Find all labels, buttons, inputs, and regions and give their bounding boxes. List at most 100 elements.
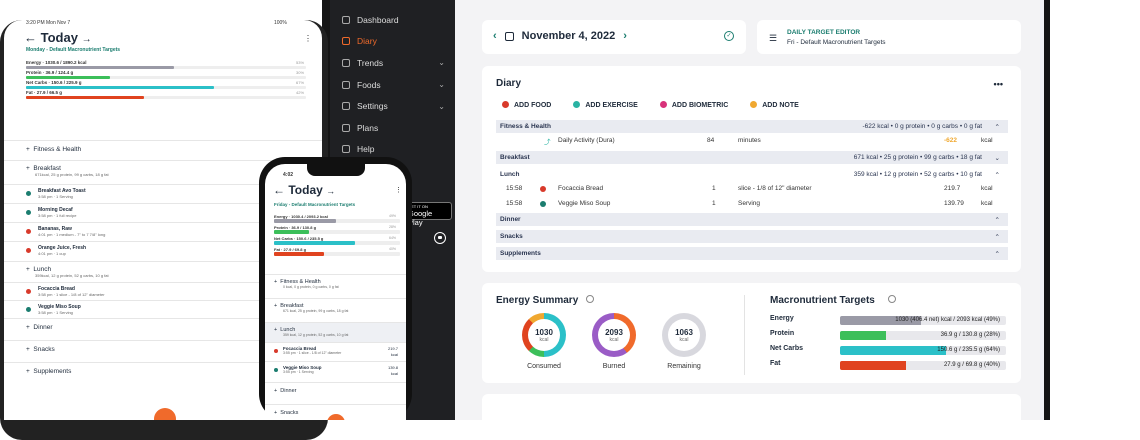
sidebar-item-help[interactable]: Help — [330, 139, 455, 161]
energy-ring-burned: 2093 kcal — [592, 313, 636, 357]
sidebar-item-foods[interactable]: Foods ⌄ — [330, 74, 455, 96]
chevron-up-icon: ⌃ — [994, 171, 1000, 179]
date-card: ‹ November 4, 2022 › ✓ — [482, 20, 746, 54]
menu-icon: ☰ — [769, 33, 778, 43]
trends-icon — [342, 58, 350, 67]
back-icon[interactable]: ← — [273, 183, 285, 197]
list-item[interactable]: Focaccia Bread 3:55 pm · 1 slice - 1/8 of… — [265, 342, 406, 361]
phone-screen: 4:02 ← Today → ⋮ Friday - Default Macron… — [265, 164, 406, 420]
phone-fitness[interactable]: + Fitness & Health 0 kcal, 0 g protein, 0… — [265, 274, 406, 296]
food-icon — [540, 185, 546, 192]
sidebar-item-plans[interactable]: Plans — [330, 117, 455, 139]
group-supplements[interactable]: Supplements ⌃ — [496, 247, 1008, 260]
diary-icon — [342, 37, 350, 46]
group-fitness[interactable]: Fitness & Health -622 kcal • 0 g protein … — [496, 120, 1008, 133]
dashboard-icon — [342, 15, 350, 24]
chevron-up-icon: ⌃ — [994, 250, 1000, 258]
kebab-icon[interactable]: ⋮ — [395, 187, 402, 194]
macro-row: Net Carbs 150.6 g / 235.5 g (64%) — [770, 345, 1010, 356]
energy-ring-consumed: 1030 kcal — [522, 313, 566, 357]
tablet-breakfast[interactable]: + Breakfast 671kcal, 25 g protein, 99 g c… — [4, 160, 322, 184]
phone-lunch[interactable]: + Lunch 359 kcal, 12 g protein, 52 g carb… — [265, 322, 406, 342]
energy-ring-remaining: 1063 kcal — [662, 313, 706, 357]
sidebar-item-label: Trends — [357, 57, 384, 68]
list-item[interactable]: Bananas, Raw 4:01 pm · 1 medium - 7" to 7… — [4, 222, 322, 241]
targets-label[interactable]: Friday - Default Macronutrient Targets — [274, 202, 356, 207]
lunch-row[interactable]: 15:58 Veggie Miso Soup 1 Serving 139.79 kcal — [506, 200, 993, 207]
arrow-right-icon[interactable]: → — [326, 186, 336, 196]
list-item[interactable]: Morning Decaf 3:58 pm · 1 full recipe — [4, 203, 322, 222]
list-item[interactable]: Breakfast Avo Toast 3:58 pm · 1 Serving — [4, 184, 322, 203]
tablet-lunch[interactable]: + Lunch 359kcal, 12 g protein, 52 g carbs… — [4, 261, 322, 281]
activity-row[interactable]: ⤴ Daily Activity (Dura) 84 minutes -622 … — [544, 137, 993, 146]
tablet-fitness[interactable]: + Fitness & Health — [4, 140, 322, 158]
sidebar-item-dashboard[interactable]: Dashboard — [330, 9, 455, 31]
chevron-left-icon[interactable]: ‹ — [493, 30, 497, 42]
macro-row: Fat 27.9 g / 69.8 g (40%) — [770, 360, 1010, 371]
chevron-up-icon: ⌃ — [994, 233, 1000, 241]
group-lunch[interactable]: Lunch 359 kcal • 12 g protein • 52 g carb… — [496, 168, 1008, 181]
phone-notch — [307, 164, 365, 176]
chevron-down-icon: ⌄ — [438, 58, 445, 68]
chevron-right-icon[interactable]: › — [623, 30, 627, 42]
action-add-note[interactable]: ADD NOTE — [750, 101, 799, 109]
progress-bar — [26, 86, 214, 89]
info-icon[interactable] — [888, 295, 896, 303]
group-snacks[interactable]: Snacks ⌃ — [496, 230, 1008, 243]
macro-row: Protein 36.9 g / 130.8 g (28%) — [770, 330, 1010, 341]
list-item[interactable]: Veggie Miso Soup 3:58 pm · 1 Serving — [4, 300, 322, 318]
food-icon — [274, 368, 278, 372]
fab-add-button[interactable] — [154, 408, 176, 420]
divider — [744, 295, 745, 375]
arrow-right-icon[interactable]: → — [81, 34, 92, 45]
check-circle-icon[interactable]: ✓ — [724, 31, 734, 41]
main-content: ‹ November 4, 2022 › ✓ ☰ DAILY TARGET ED… — [455, 0, 1044, 420]
progress-bar — [26, 96, 144, 99]
progress-bar — [274, 241, 355, 245]
progress-bar — [26, 76, 110, 79]
sidebar-item-diary[interactable]: Diary — [330, 31, 455, 53]
tablet-supplements[interactable]: + Supplements — [4, 362, 322, 382]
back-icon[interactable]: ← — [24, 30, 37, 45]
macro-row: Energy 1030 (406.4 net) kcal / 2093 kcal … — [770, 315, 1010, 326]
help-icon — [342, 145, 350, 154]
chevron-down-icon: ⌄ — [438, 80, 445, 90]
info-icon[interactable] — [586, 295, 594, 303]
group-breakfast[interactable]: Breakfast 671 kcal • 25 g protein • 99 g … — [496, 151, 1008, 164]
targets-label[interactable]: Monday - Default Macronutrient Targets — [26, 47, 121, 53]
group-dinner[interactable]: Dinner ⌃ — [496, 213, 1008, 226]
sidebar-item-label: Diary — [357, 36, 377, 47]
lunch-row[interactable]: 15:58 Focaccia Bread 1 slice - 1/8 of 12" d… — [506, 185, 993, 192]
action-add-biometric[interactable]: ADD BIOMETRIC — [659, 101, 728, 109]
food-icon — [26, 191, 31, 196]
settings-icon — [342, 102, 350, 111]
diary-card: Diary ••• ADD FOOD ADD EXERCISE ADD BIOMET… — [482, 66, 1021, 272]
action-icon — [502, 101, 509, 108]
phone-breakfast[interactable]: + Breakfast 671 kcal, 25 g protein, 99 g … — [265, 298, 406, 320]
kebab-icon[interactable]: ⋮ — [304, 34, 312, 43]
battery: 100% — [274, 20, 287, 26]
list-item[interactable]: Focaccia Bread 3:58 pm · 1 slice - 1/8 of… — [4, 282, 322, 300]
food-icon — [26, 210, 31, 215]
list-item[interactable]: Veggie Miso Soup 3:55 pm · 1 Serving 139.8… — [265, 361, 406, 380]
list-item[interactable]: Orange Juice, Fresh 4:01 pm · 1 cup — [4, 241, 322, 260]
sidebar-item-trends[interactable]: Trends ⌄ — [330, 52, 455, 74]
action-add-food[interactable]: ADD FOOD — [502, 101, 551, 109]
more-menu-icon[interactable]: ••• — [993, 79, 1003, 89]
phone-snacks[interactable]: + Snacks — [265, 404, 406, 420]
action-icon — [659, 101, 667, 108]
action-add-exercise[interactable]: ADD EXERCISE — [573, 101, 638, 109]
daily-target-editor[interactable]: ☰ DAILY TARGET EDITOR Fri - Default Macr… — [757, 20, 1021, 54]
sidebar-item-settings[interactable]: Settings ⌄ — [330, 95, 455, 117]
phone-dinner[interactable]: + Dinner — [265, 382, 406, 402]
tablet-dinner[interactable]: + Dinner — [4, 318, 322, 338]
diary-date[interactable]: November 4, 2022 — [521, 30, 616, 42]
calendar-icon[interactable] — [504, 31, 514, 41]
tablet-snacks[interactable]: + Snacks — [4, 340, 322, 360]
fab-add-button[interactable] — [327, 414, 345, 420]
food-icon — [26, 248, 31, 253]
page-title: Today — [288, 183, 323, 197]
youtube-icon[interactable] — [434, 232, 446, 244]
sidebar-item-label: Help — [357, 144, 375, 155]
food-icon — [274, 349, 278, 353]
